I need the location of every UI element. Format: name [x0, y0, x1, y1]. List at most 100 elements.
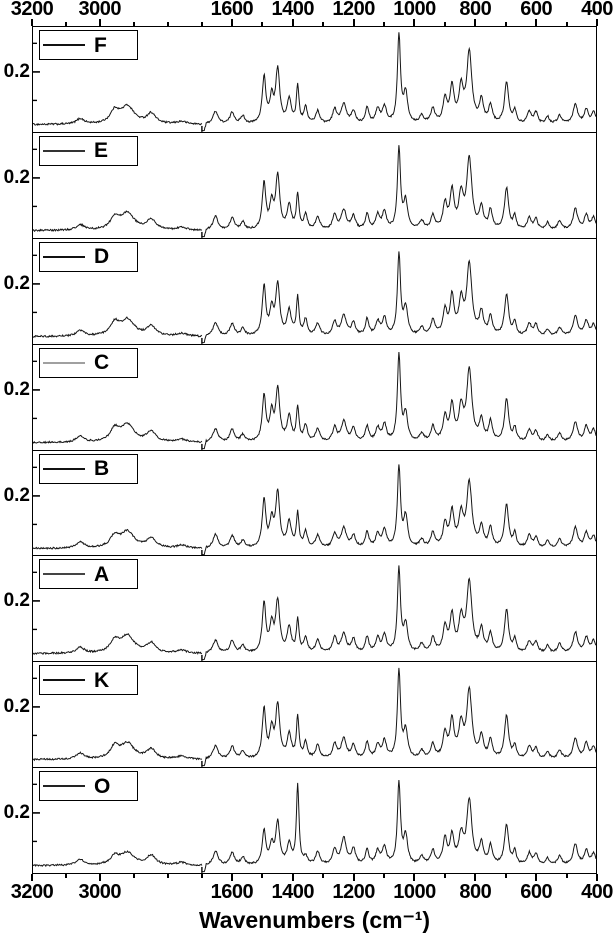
axis-tick-mark [98, 19, 101, 26]
panel-stack: 0.2 F 0.2 E 0.2 D 0.2 [4, 26, 597, 874]
axis-tick-mark [443, 22, 446, 26]
legend-line-icon [43, 679, 85, 682]
legend-line-icon [43, 467, 85, 470]
spectrum-line [33, 463, 596, 556]
legend-box: B [39, 453, 138, 484]
axis-tick-mark [383, 22, 386, 26]
legend-box: A [39, 559, 138, 590]
axis-tick-mark [443, 874, 446, 878]
legend-line-icon [43, 573, 85, 576]
y-tick-label: 0.2 [3, 61, 30, 83]
axis-tick-mark [596, 874, 598, 881]
axis-tick-label: 1600 [210, 0, 254, 20]
axis-tick-label: 400 [581, 0, 613, 20]
axis-tick-mark [291, 19, 294, 26]
axis-tick-mark [596, 19, 598, 26]
axis-tick-label: 3000 [78, 0, 122, 20]
axis-tick-mark [413, 19, 416, 26]
axis-tick-mark [291, 874, 294, 881]
top-axis: 3200 3000 1600 1400 1200 1000 800 600 400 [11, 0, 613, 26]
axis-tick-mark [31, 874, 33, 881]
axis-tick-label: 1000 [393, 881, 436, 903]
panel-label: D [94, 245, 110, 269]
panel-label: A [94, 562, 110, 586]
axis-tick-mark [565, 22, 568, 26]
axis-tick-mark [322, 22, 325, 26]
bottom-axis: 3200 3000 1600 1400 1200 1000 800 600 400 [11, 874, 613, 904]
axis-tick-label: 800 [459, 881, 492, 903]
axis-tick-label: 400 [581, 881, 613, 903]
axis-tick-mark [504, 22, 507, 26]
y-tick-label: 0.2 [3, 590, 30, 612]
axis-tick-label: 3000 [78, 881, 122, 903]
spectrum-line [33, 780, 596, 873]
panel-label: K [94, 668, 110, 692]
legend-box: E [39, 135, 138, 166]
axis-tick-mark [166, 22, 169, 26]
axis-tick-mark [504, 874, 507, 878]
axis-tick-mark [352, 19, 355, 26]
spectrum-panel: 0.2 F [4, 27, 596, 133]
legend-box: F [39, 30, 138, 60]
panel-label: E [94, 139, 109, 163]
spectrum-line [33, 251, 596, 344]
spectrum-panel: 0.2 K [4, 662, 596, 769]
axis-tick-label: 3200 [10, 0, 54, 20]
panel-label: B [94, 457, 110, 480]
legend-box: O [39, 771, 138, 802]
axis-tick-mark [98, 874, 101, 881]
legend-line-icon [43, 785, 85, 788]
spectrum-panel: 0.2 E [4, 133, 596, 239]
y-tick-label: 0.2 [3, 802, 30, 824]
spectrum-panel: 0.2 D [4, 239, 596, 345]
axis-tick-mark [64, 22, 67, 26]
axis-tick-label: 1200 [332, 881, 375, 903]
y-tick-label: 0.2 [3, 378, 30, 400]
axis-tick-mark [565, 874, 568, 878]
axis-tick-label: 800 [459, 0, 492, 20]
axis-tick-mark [474, 874, 477, 881]
legend-box: K [39, 665, 138, 696]
y-tick-label: 0.2 [3, 484, 30, 506]
panel-label: O [94, 774, 111, 798]
axis-tick-mark [322, 874, 325, 878]
legend-line-icon [43, 149, 85, 152]
axis-tick-mark [31, 19, 33, 26]
spectrum-panel: 0.2 B [4, 451, 596, 557]
spectrum-line [33, 351, 596, 450]
axis-tick-mark [166, 874, 169, 878]
legend-line-icon [43, 361, 85, 364]
x-axis-title: Wavenumbers (cm⁻¹) [198, 907, 431, 933]
panel-label: F [94, 33, 107, 57]
axis-tick-label: 1200 [332, 0, 375, 20]
axis-tick-mark [535, 874, 538, 881]
axis-tick-mark [132, 22, 135, 26]
axis-tick-label: 1400 [271, 0, 315, 20]
axis-tick-label: 600 [520, 881, 553, 903]
spectrum-line [33, 668, 596, 768]
axis-tick-mark [535, 19, 538, 26]
axis-tick-label: 1000 [393, 0, 436, 20]
axis-tick-mark [261, 22, 264, 26]
legend-box: C [39, 347, 138, 378]
y-tick-label: 0.2 [3, 166, 30, 188]
axis-tick-mark [383, 874, 386, 878]
axis-tick-mark [64, 874, 67, 878]
axis-tick-label: 1400 [271, 881, 315, 903]
axis-tick-mark [352, 874, 355, 881]
y-tick-label: 0.2 [3, 696, 30, 718]
axis-tick-mark [200, 22, 203, 26]
spectrum-line [33, 32, 596, 132]
axis-tick-mark [200, 874, 203, 878]
panel-label: C [94, 351, 110, 375]
legend-line-icon [43, 44, 85, 46]
axis-tick-mark [230, 874, 233, 881]
axis-tick-label: 3200 [10, 881, 54, 903]
spectrum-line [33, 565, 596, 662]
spectrum-panel: 0.2 A [4, 556, 596, 663]
axis-tick-mark [474, 19, 477, 26]
spectrum-panel: 0.2 C [4, 345, 596, 451]
axis-tick-mark [132, 874, 135, 878]
spectrum-panel: 0.2 O [4, 768, 596, 873]
